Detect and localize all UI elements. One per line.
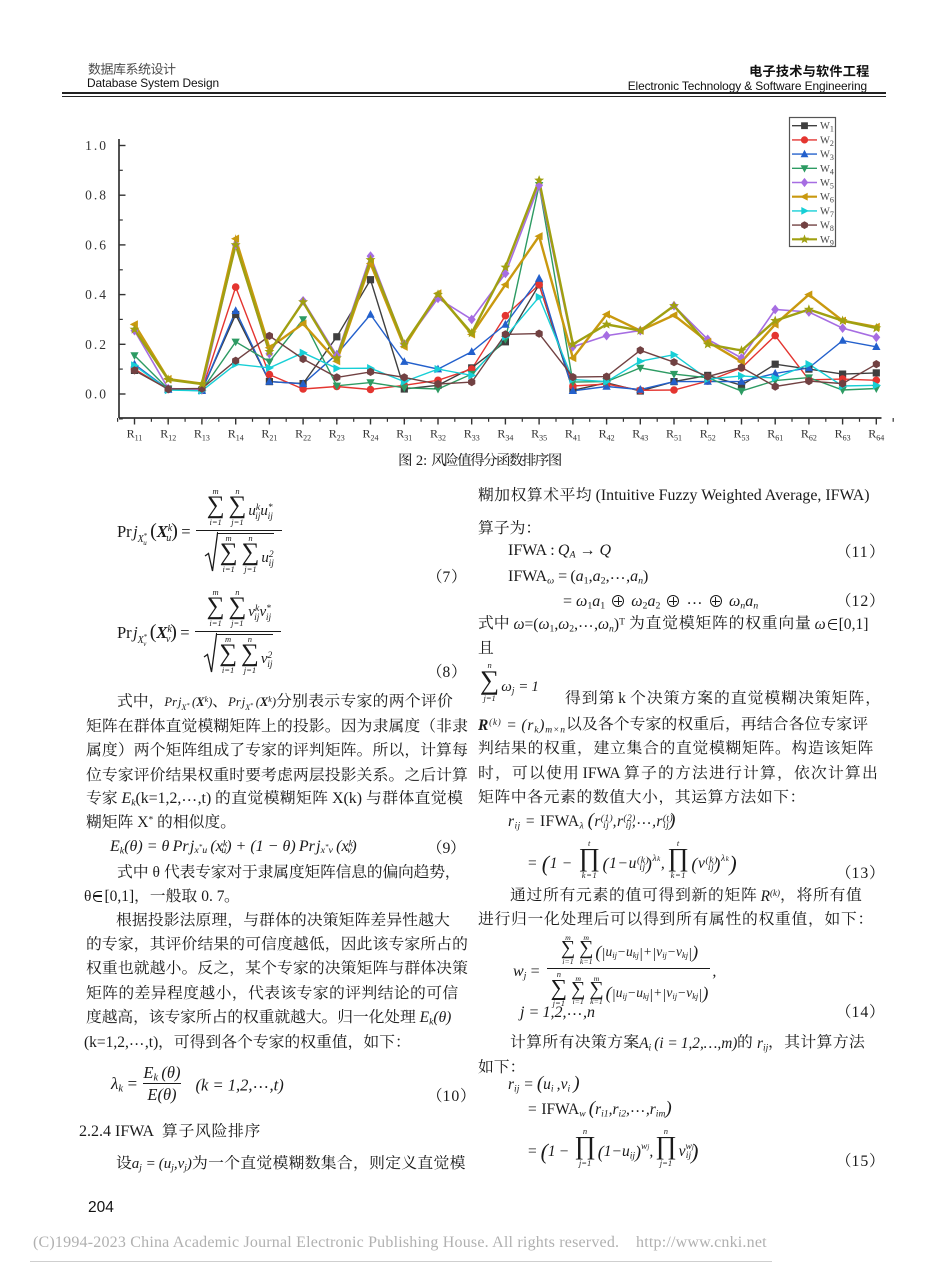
svg-text:R23: R23 <box>329 427 345 443</box>
svg-text:R32: R32 <box>430 427 446 443</box>
svg-text:W5: W5 <box>820 178 834 191</box>
svg-text:R21: R21 <box>261 427 277 443</box>
svg-text:R61: R61 <box>767 427 783 443</box>
svg-text:R34: R34 <box>497 427 513 443</box>
svg-text:R64: R64 <box>868 427 884 443</box>
svg-text:R33: R33 <box>464 427 480 443</box>
svg-text:R14: R14 <box>228 427 244 443</box>
svg-text:0.4: 0.4 <box>85 287 108 302</box>
svg-text:R31: R31 <box>396 427 412 443</box>
svg-text:0.6: 0.6 <box>85 237 108 252</box>
svg-text:0.2: 0.2 <box>85 337 108 352</box>
svg-text:R13: R13 <box>194 427 210 443</box>
svg-text:R42: R42 <box>599 427 615 443</box>
svg-text:R12: R12 <box>160 427 176 443</box>
svg-text:R35: R35 <box>531 427 547 443</box>
svg-text:W2: W2 <box>820 135 834 148</box>
svg-text:1.0: 1.0 <box>85 138 108 153</box>
svg-text:W6: W6 <box>820 192 834 205</box>
svg-text:R22: R22 <box>295 427 311 443</box>
svg-text:R63: R63 <box>835 427 851 443</box>
svg-text:W1: W1 <box>820 121 834 134</box>
svg-text:0.0: 0.0 <box>85 387 108 402</box>
svg-text:R53: R53 <box>733 427 749 443</box>
svg-text:W8: W8 <box>820 221 834 234</box>
svg-text:R52: R52 <box>700 427 716 443</box>
svg-text:R41: R41 <box>565 427 581 443</box>
svg-text:R43: R43 <box>632 427 648 443</box>
svg-text:R24: R24 <box>362 427 378 443</box>
svg-text:0.8: 0.8 <box>85 188 108 203</box>
svg-text:R51: R51 <box>666 427 682 443</box>
svg-text:W3: W3 <box>820 150 834 163</box>
svg-text:R11: R11 <box>127 427 143 443</box>
svg-text:R62: R62 <box>801 427 817 443</box>
svg-text:W7: W7 <box>820 206 834 219</box>
svg-text:W9: W9 <box>820 235 834 248</box>
svg-text:W4: W4 <box>820 164 834 177</box>
